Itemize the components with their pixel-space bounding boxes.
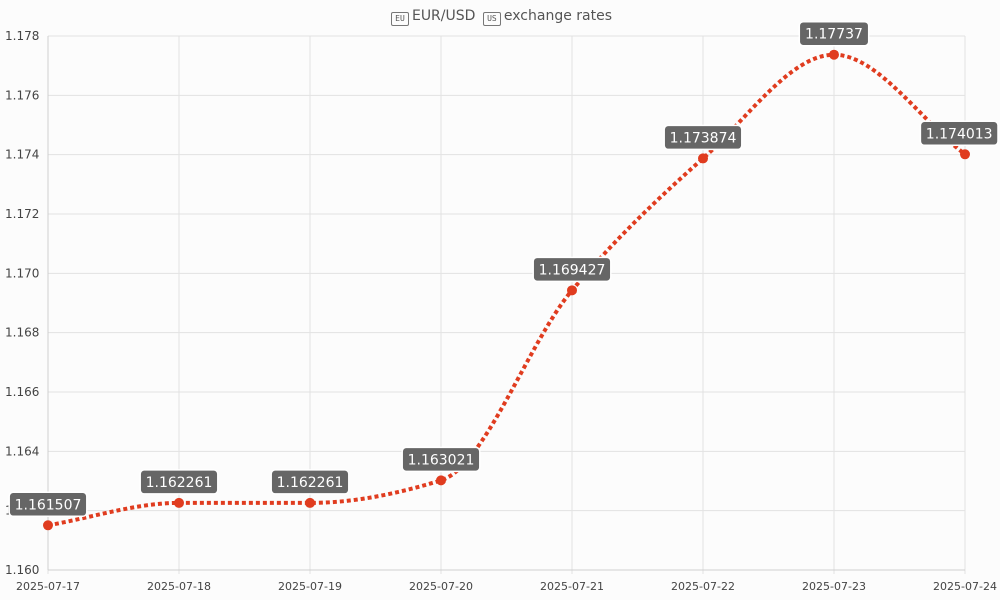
data-label-box (8, 491, 88, 518)
x-tick-label: 2025-07-22 (671, 580, 735, 593)
x-tick-label: 2025-07-17 (16, 580, 80, 593)
data-label-box (919, 120, 999, 147)
x-tick-label: 2025-07-19 (278, 580, 342, 593)
title-base-currency: EUR (411, 8, 441, 24)
data-point (174, 497, 184, 508)
data-points (43, 49, 970, 531)
data-label-box (139, 469, 219, 495)
data-point (567, 285, 577, 296)
data-label: 1.169427 (532, 256, 612, 283)
data-point (698, 153, 708, 164)
data-label: 1.162261 (270, 469, 350, 495)
grid (47, 35, 966, 574)
us-flag-icon: US (482, 12, 501, 26)
data-label-text: 1.17737 (805, 27, 863, 43)
chart-title: EU EUR/USD US exchange rates (0, 8, 1000, 26)
data-label-text: 1.163021 (408, 452, 475, 468)
y-tick-label: 1.176 (5, 88, 39, 102)
x-tick-label: 2025-07-20 (409, 580, 473, 593)
y-tick-label: 1.174 (5, 148, 39, 162)
series-line (47, 52, 967, 528)
data-label-box (798, 20, 870, 47)
y-tick-label: 1.178 (5, 29, 39, 43)
data-point (436, 475, 446, 486)
title-separator: / (440, 8, 446, 24)
data-label-text: 1.169427 (539, 262, 606, 278)
data-point (305, 497, 315, 508)
data-point (960, 149, 970, 160)
data-point (829, 49, 839, 60)
data-label-box (270, 469, 350, 495)
data-label: 1.162261 (139, 469, 219, 495)
eu-flag-icon: EU (390, 12, 409, 26)
data-labels: 1.161507 1.162261 1.162261 1.163021 1.169427… (8, 20, 999, 518)
series-line-group (47, 52, 967, 528)
x-tick-label: 2025-07-24 (933, 580, 997, 593)
y-tick-label: 1.168 (5, 326, 39, 340)
y-tick-label: 1.172 (5, 207, 39, 221)
axes: 1.1601.1621.1641.1661.1681.1701.1721.174… (5, 29, 997, 593)
data-label-text: 1.162261 (146, 475, 213, 491)
data-label-box (532, 256, 612, 283)
x-tick-label: 2025-07-21 (540, 580, 604, 593)
data-label-text: 1.162261 (277, 475, 344, 491)
y-tick-label: 1.170 (5, 266, 39, 280)
x-tick-label: 2025-07-23 (802, 580, 866, 593)
data-label: 1.17737 (798, 20, 870, 47)
data-label-box (401, 446, 481, 473)
y-tick-label: 1.166 (5, 385, 39, 399)
data-label-text: 1.174013 (926, 126, 993, 142)
data-point (43, 520, 53, 531)
data-label: 1.173874 (663, 124, 743, 151)
title-suffix: exchange rates (503, 8, 613, 24)
data-label-box (663, 124, 743, 151)
data-label-text: 1.161507 (15, 497, 82, 513)
data-label: 1.161507 (8, 491, 88, 518)
data-label: 1.174013 (919, 120, 999, 147)
data-label: 1.163021 (401, 446, 481, 473)
x-tick-label: 2025-07-18 (147, 580, 211, 593)
title-quote-currency: USD (445, 8, 476, 24)
data-label-text: 1.173874 (670, 130, 737, 146)
y-tick-label: 1.164 (5, 444, 39, 458)
y-tick-label: 1.160 (5, 563, 39, 577)
